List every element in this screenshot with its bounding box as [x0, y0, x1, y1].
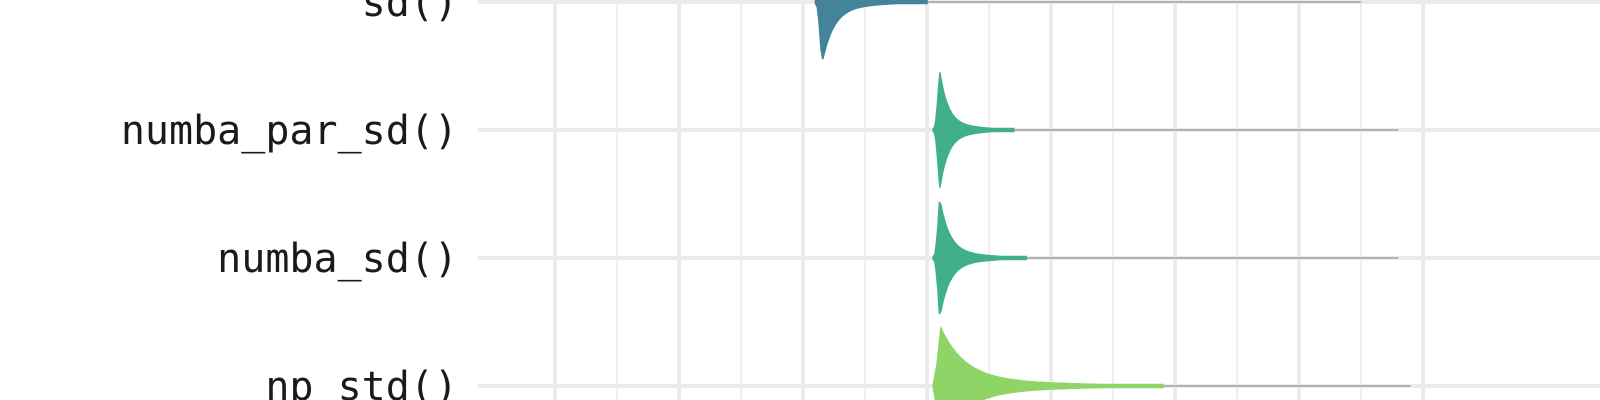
y-tick-label: numba_sd()	[217, 236, 458, 282]
violin-numba-sd	[932, 201, 1027, 315]
violin-numba-par-sd	[932, 72, 1015, 188]
y-tick-label: sd()	[362, 0, 458, 26]
y-axis-tick-labels: sd() numba_par_sd() numba_sd() np_std()	[121, 0, 458, 400]
y-tick-label: np_std()	[265, 364, 458, 400]
violins	[814, 0, 1411, 400]
grid-lines	[478, 0, 1600, 400]
violin-np-std	[932, 325, 1164, 400]
y-tick-label: numba_par_sd()	[121, 108, 458, 154]
violin-sd	[814, 0, 928, 60]
